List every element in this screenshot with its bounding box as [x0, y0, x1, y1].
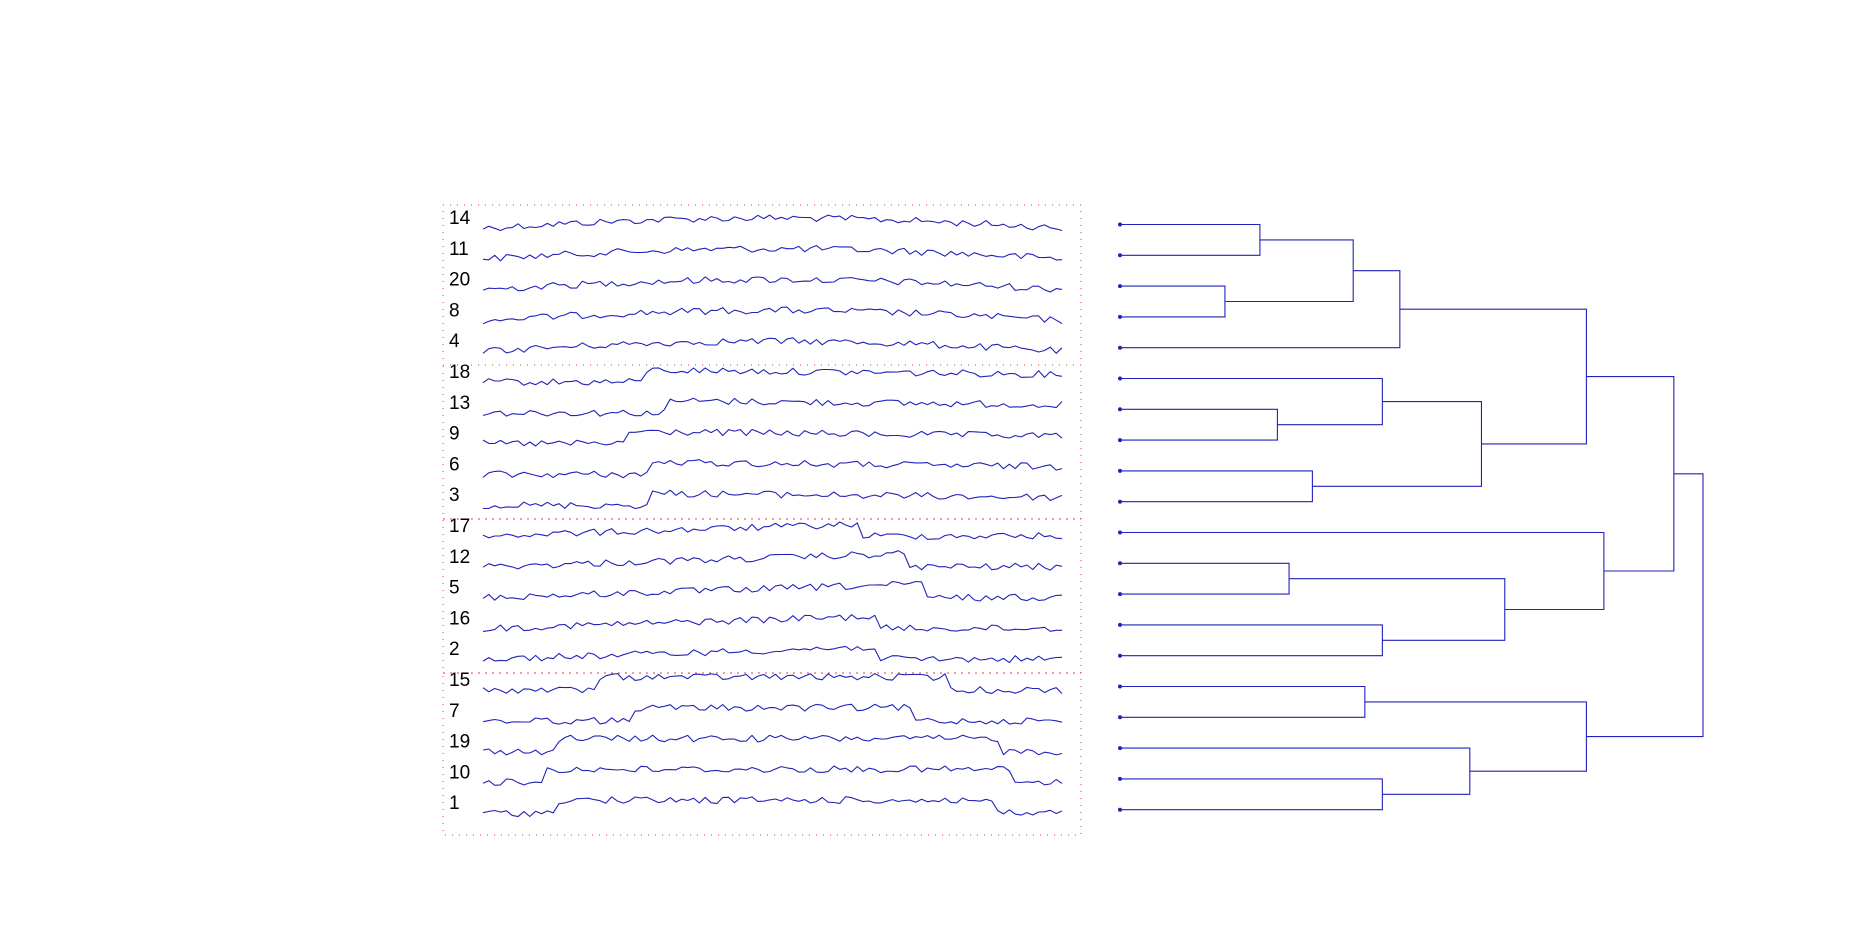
- series-label-4: 4: [449, 331, 460, 352]
- series-label-6: 6: [449, 454, 460, 475]
- series-line-3: [482, 489, 1063, 510]
- series-label-14: 14: [449, 208, 471, 229]
- merge-14: [1289, 578, 1506, 641]
- series-label-5: 5: [449, 578, 460, 599]
- series-line-16: [482, 614, 1062, 632]
- series-label-15: 15: [449, 670, 470, 691]
- series-line-5: [482, 580, 1063, 602]
- series-label-3: 3: [449, 485, 460, 506]
- group-box-3: [442, 518, 1082, 674]
- series-label-11: 11: [449, 239, 469, 260]
- merge-6: [1120, 685, 1366, 718]
- group-box-2: [442, 364, 1082, 520]
- series-line-17: [482, 521, 1063, 540]
- merge-root: [1586, 473, 1704, 738]
- series-label-7: 7: [449, 701, 460, 722]
- series-label-20: 20: [449, 270, 470, 291]
- merge-1: [1120, 285, 1226, 318]
- series-line-11: [482, 245, 1063, 262]
- merge-15: [1364, 701, 1587, 772]
- merge-12: [1120, 747, 1471, 795]
- series-line-13: [482, 397, 1063, 417]
- merge-5: [1120, 470, 1313, 503]
- series-label-9: 9: [449, 424, 460, 445]
- series-line-2: [482, 645, 1063, 664]
- series-line-4: [482, 337, 1063, 354]
- merge-2: [1120, 223, 1261, 256]
- merge-4: [1120, 562, 1290, 595]
- series-line-19: [482, 734, 1063, 756]
- merge-8: [1120, 377, 1383, 426]
- series-line-20: [482, 276, 1063, 293]
- series-line-15: [482, 672, 1063, 694]
- merge-3: [1120, 408, 1278, 441]
- merge-17: [1399, 308, 1587, 445]
- series-label-12: 12: [449, 547, 470, 568]
- series-line-1: [482, 796, 1063, 818]
- series-line-6: [482, 459, 1063, 479]
- series-label-17: 17: [449, 516, 470, 537]
- series-label-1: 1: [449, 793, 460, 814]
- series-line-7: [482, 703, 1063, 725]
- series-label-2: 2: [449, 639, 460, 660]
- series-label-13: 13: [449, 393, 470, 414]
- series-panel: 14 11 20 8 4 18 13 9 6 3 17 12 5 16 2 15 7 19 10 1: [442, 204, 1082, 836]
- series-label-10: 10: [449, 762, 470, 783]
- series-line-10: [482, 765, 1063, 786]
- series-label-8: 8: [449, 300, 460, 321]
- merge-10: [1224, 239, 1354, 303]
- merge-16: [1120, 531, 1605, 611]
- merge-11: [1120, 270, 1401, 349]
- merge-9: [1120, 624, 1383, 657]
- series-line-18: [482, 367, 1063, 386]
- series-line-12: [482, 550, 1063, 571]
- group-box-4: [442, 672, 1082, 836]
- series-line-9: [482, 428, 1063, 447]
- merge-13: [1312, 401, 1483, 487]
- merge-7: [1120, 778, 1383, 811]
- series-line-14: [482, 214, 1063, 232]
- series-label-19: 19: [449, 732, 470, 753]
- dendrogram: [1118, 222, 1704, 812]
- series-label-18: 18: [449, 362, 470, 383]
- series-label-16: 16: [449, 608, 470, 629]
- merge-top-ac: [1586, 376, 1675, 572]
- series-line-8: [482, 306, 1063, 325]
